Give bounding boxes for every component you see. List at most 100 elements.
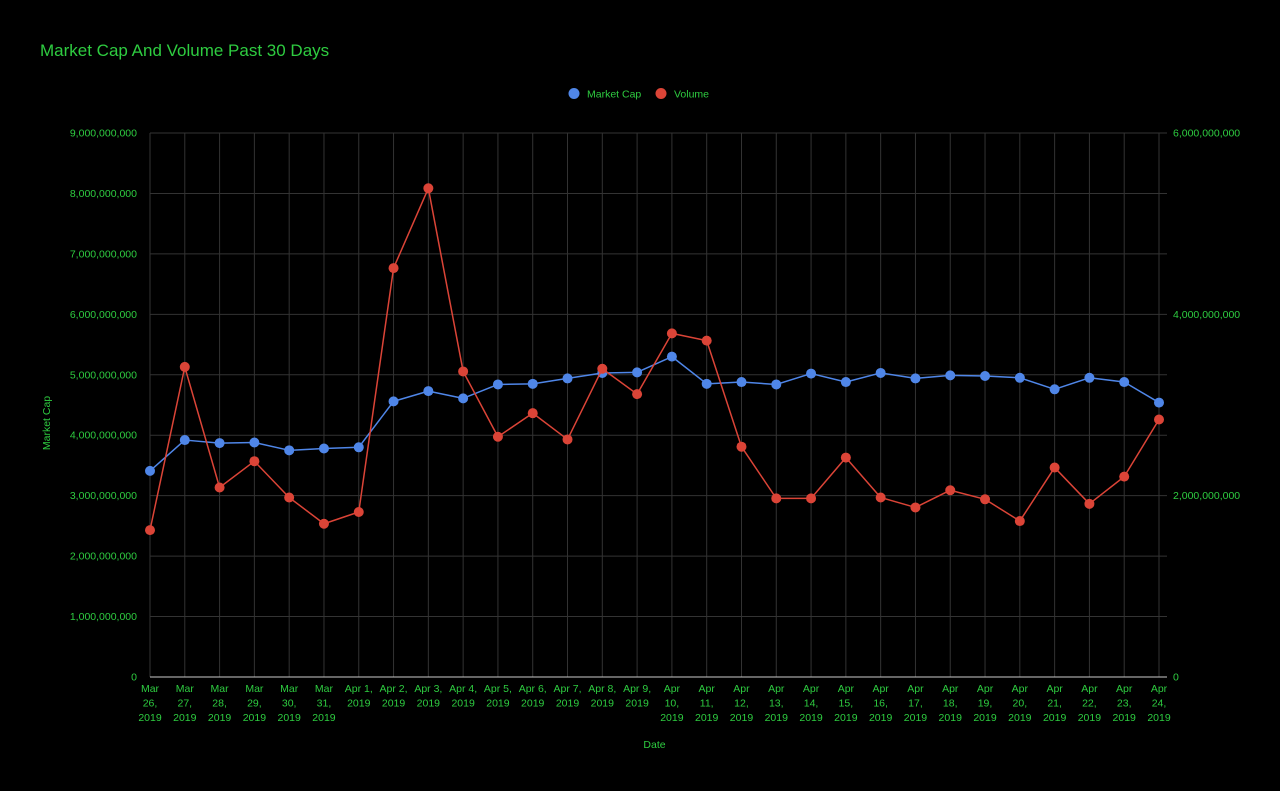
y-tick-label-left: 5,000,000,000 [70, 369, 137, 381]
data-point-market-cap[interactable] [771, 379, 782, 390]
x-tick-label: Apr 21, 2019 [1043, 683, 1067, 724]
x-tick-label: Apr 9, 2019 [623, 683, 651, 710]
data-point-volume[interactable] [980, 494, 991, 505]
series-market-cap [145, 351, 1164, 476]
data-point-market-cap[interactable] [840, 377, 851, 388]
x-tick-label: Apr 23, 2019 [1113, 683, 1137, 724]
x-tick-label: Mar 31, 2019 [312, 683, 336, 724]
data-point-market-cap[interactable] [666, 351, 677, 362]
x-tick-label: Apr 20, 2019 [1008, 683, 1032, 724]
data-point-market-cap[interactable] [249, 437, 260, 448]
data-point-market-cap[interactable] [632, 367, 643, 378]
y-tick-label-left: 9,000,000,000 [70, 128, 137, 140]
data-point-volume[interactable] [492, 431, 503, 442]
x-tick-label: Apr 12, 2019 [730, 683, 754, 724]
data-point-volume[interactable] [145, 525, 155, 536]
data-point-volume[interactable] [1119, 471, 1130, 482]
data-point-market-cap[interactable] [945, 370, 956, 381]
data-point-volume[interactable] [1154, 414, 1164, 425]
data-point-volume[interactable] [353, 506, 364, 517]
data-point-market-cap[interactable] [1154, 397, 1164, 408]
data-point-market-cap[interactable] [875, 367, 886, 378]
x-tick-label: Apr 19, 2019 [973, 683, 997, 724]
legend-marker-volume [655, 88, 667, 99]
y-tick-label-right: 0 [1173, 672, 1179, 684]
y-tick-label-right: 2,000,000,000 [1173, 490, 1240, 502]
data-point-volume[interactable] [945, 485, 956, 496]
x-tick-label: Apr 17, 2019 [904, 683, 928, 724]
data-point-volume[interactable] [666, 328, 677, 339]
data-point-volume[interactable] [527, 408, 538, 419]
x-axis-label: Date [643, 739, 665, 751]
y-tick-label-right: 6,000,000,000 [1173, 128, 1240, 140]
data-point-volume[interactable] [632, 389, 643, 400]
data-point-volume[interactable] [1049, 462, 1060, 473]
data-point-market-cap[interactable] [527, 378, 538, 389]
data-point-market-cap[interactable] [318, 443, 329, 454]
data-point-volume[interactable] [214, 482, 225, 493]
data-point-market-cap[interactable] [284, 445, 295, 456]
data-point-volume[interactable] [910, 502, 921, 513]
legend-label-volume[interactable]: Volume [674, 89, 709, 101]
data-point-market-cap[interactable] [492, 379, 503, 390]
data-point-volume[interactable] [875, 492, 886, 503]
data-point-market-cap[interactable] [145, 465, 155, 476]
data-point-volume[interactable] [701, 335, 712, 346]
y-tick-label-left: 6,000,000,000 [70, 309, 137, 321]
data-point-volume[interactable] [423, 183, 434, 194]
x-tick-label: Apr 11, 2019 [695, 683, 719, 724]
x-tick-label: Apr 5, 2019 [484, 683, 512, 710]
data-point-volume[interactable] [388, 263, 399, 274]
data-point-volume[interactable] [597, 363, 608, 374]
data-point-volume[interactable] [1014, 516, 1025, 527]
data-point-market-cap[interactable] [736, 377, 747, 388]
data-point-market-cap[interactable] [214, 438, 225, 449]
data-point-market-cap[interactable] [179, 435, 190, 446]
data-point-volume[interactable] [284, 492, 295, 503]
data-point-market-cap[interactable] [562, 373, 573, 384]
data-point-volume[interactable] [1084, 498, 1095, 509]
legend-label-market-cap[interactable]: Market Cap [587, 89, 641, 101]
x-tick-label: Mar 26, 2019 [138, 683, 162, 724]
x-tick-label: Mar 27, 2019 [173, 683, 197, 724]
x-tick-label: Apr 22, 2019 [1078, 683, 1102, 724]
x-tick-label: Apr 13, 2019 [765, 683, 789, 724]
data-point-volume[interactable] [318, 518, 329, 529]
data-point-volume[interactable] [771, 493, 782, 504]
x-tick-label: Mar 30, 2019 [277, 683, 301, 724]
y-tick-label-left: 8,000,000,000 [70, 188, 137, 200]
data-point-market-cap[interactable] [1014, 372, 1025, 383]
data-point-volume[interactable] [806, 493, 817, 504]
data-point-market-cap[interactable] [1049, 384, 1060, 395]
y-tick-label-left: 0 [131, 672, 137, 684]
chart-title: Market Cap And Volume Past 30 Days [40, 41, 329, 60]
data-point-market-cap[interactable] [388, 396, 399, 407]
data-point-volume[interactable] [249, 456, 260, 467]
data-point-market-cap[interactable] [458, 393, 469, 404]
data-point-volume[interactable] [562, 434, 573, 445]
data-point-market-cap[interactable] [423, 386, 434, 397]
x-tick-label: Apr 16, 2019 [869, 683, 893, 724]
data-point-market-cap[interactable] [910, 373, 921, 384]
data-point-market-cap[interactable] [353, 442, 364, 453]
data-point-volume[interactable] [736, 441, 747, 452]
x-tick-label: Apr 6, 2019 [519, 683, 547, 710]
x-tick-label: Apr 15, 2019 [834, 683, 858, 724]
left-axis-ticks: 0 1,000,000,000 2,000,000,000 3,000,000,000… [70, 128, 137, 684]
right-axis-ticks: 0 2,000,000,000 4,000,000,000 6,000,000,000 [1173, 128, 1240, 684]
data-point-market-cap[interactable] [1084, 372, 1095, 383]
data-point-market-cap[interactable] [1119, 377, 1130, 388]
data-point-market-cap[interactable] [701, 378, 712, 389]
y-tick-label-left: 7,000,000,000 [70, 248, 137, 260]
series-layer [145, 183, 1164, 536]
x-tick-label: Apr 24, 2019 [1147, 683, 1171, 724]
data-point-volume[interactable] [179, 361, 190, 372]
data-point-volume[interactable] [458, 366, 469, 377]
data-point-market-cap[interactable] [806, 368, 817, 379]
x-tick-label: Apr 3, 2019 [414, 683, 442, 710]
legend[interactable]: Market Cap Volume [568, 88, 710, 101]
data-point-market-cap[interactable] [980, 370, 991, 381]
data-point-volume[interactable] [840, 452, 851, 463]
